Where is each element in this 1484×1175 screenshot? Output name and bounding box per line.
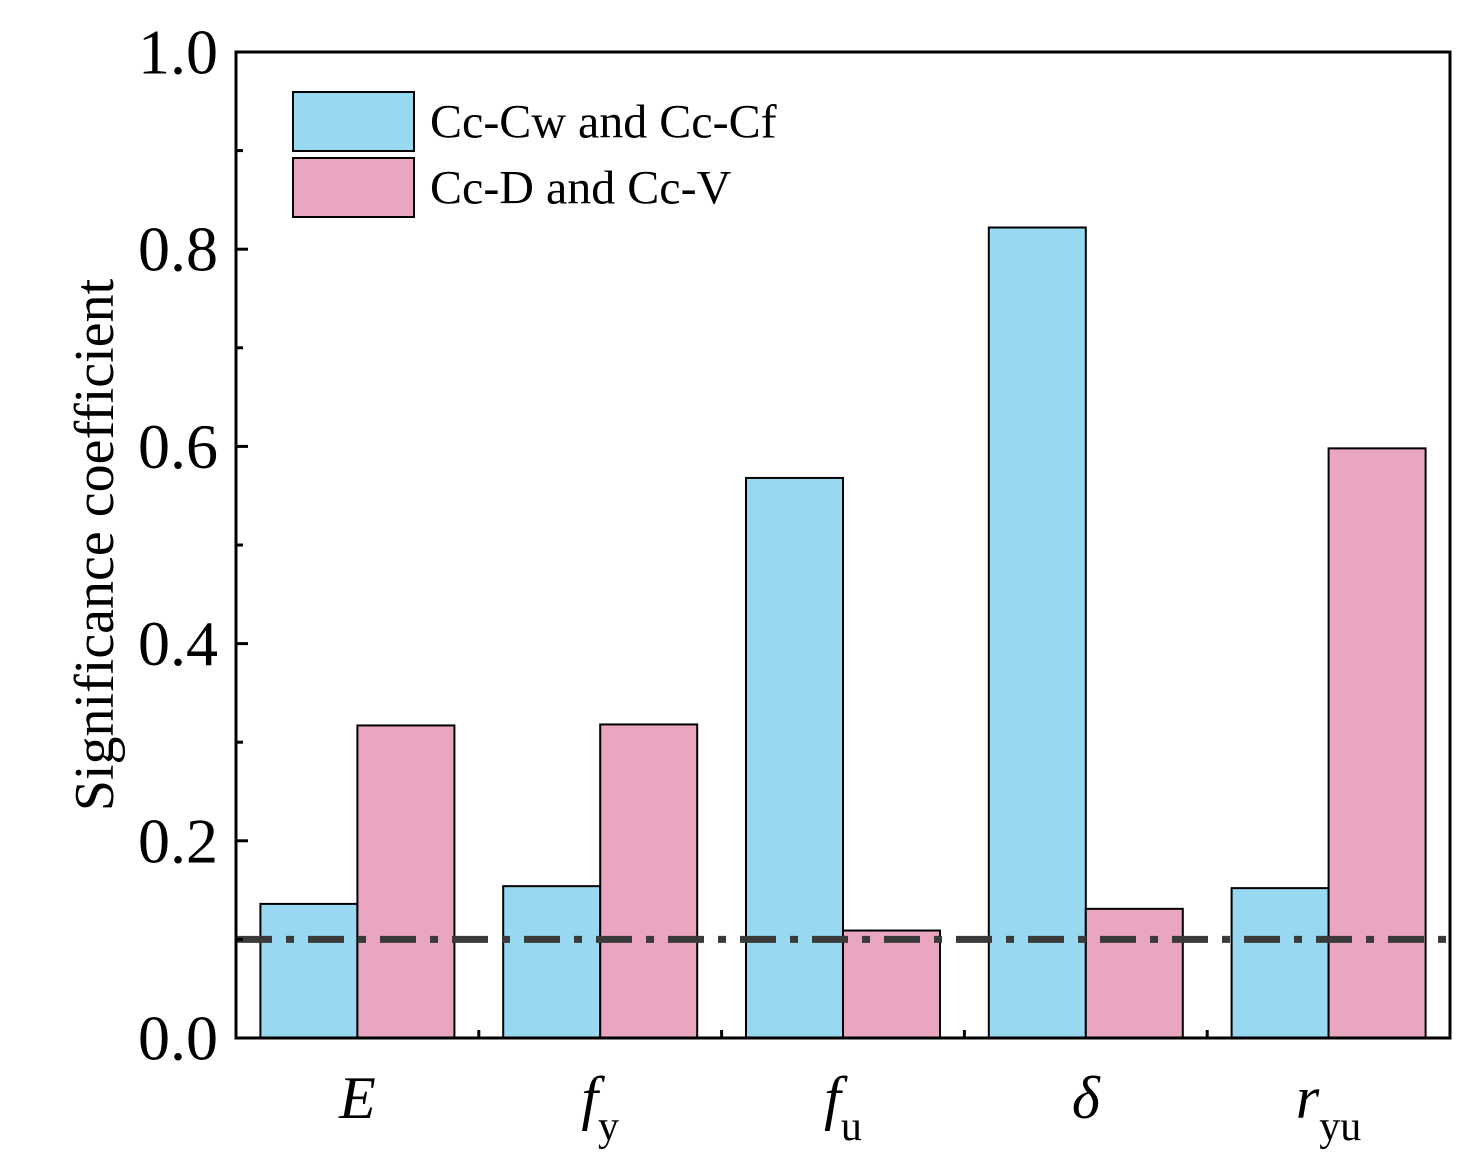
x-category-symbol: E (338, 1065, 376, 1131)
bar-series1-cat4 (987, 226, 1087, 1039)
bar-series2-cat4 (1084, 907, 1184, 1039)
legend-swatch-1 (292, 91, 415, 152)
bar-series2-cat1 (356, 724, 456, 1039)
legend: Cc-Cw and Cc-Cf Cc-D and Cc-V (292, 91, 777, 218)
legend-label-2: Cc-D and Cc-V (430, 162, 732, 215)
x-category-label: ryu (1296, 1065, 1361, 1150)
y-tick-label: 0.4 (138, 608, 218, 679)
bar-series2-cat5 (1327, 447, 1427, 1039)
x-category-subscript: yu (1319, 1104, 1361, 1150)
x-category-label: δ (1072, 1065, 1101, 1131)
bar-series2-cat3 (842, 929, 941, 1039)
y-tick-label: 0.8 (138, 214, 218, 285)
y-tick-label: 0.0 (138, 1003, 218, 1074)
y-tick-label: 0.2 (138, 805, 218, 876)
bar-series1-cat5 (1230, 887, 1330, 1039)
bar-series1-cat1 (259, 902, 359, 1039)
x-category-symbol: δ (1072, 1065, 1101, 1131)
legend-swatch-2 (292, 157, 415, 218)
bar-series1-cat3 (745, 476, 844, 1039)
y-axis-title: Significance coefficient (64, 278, 126, 811)
y-tick-label: 0.6 (138, 411, 218, 482)
x-category-label: E (338, 1065, 376, 1131)
bar-series1-cat2 (502, 885, 602, 1039)
x-category-symbol: r (1296, 1065, 1320, 1131)
y-tick-label: 1.0 (138, 17, 218, 88)
x-category-label: fu (824, 1065, 862, 1150)
x-category-subscript: y (598, 1104, 619, 1150)
y-axis-ticks: 0.0 0.2 0.4 0.6 0.8 1.0 (138, 17, 248, 1074)
bar-series2-cat2 (599, 723, 699, 1040)
x-category-subscript: u (841, 1104, 862, 1150)
legend-label-1: Cc-Cw and Cc-Cf (430, 96, 777, 149)
